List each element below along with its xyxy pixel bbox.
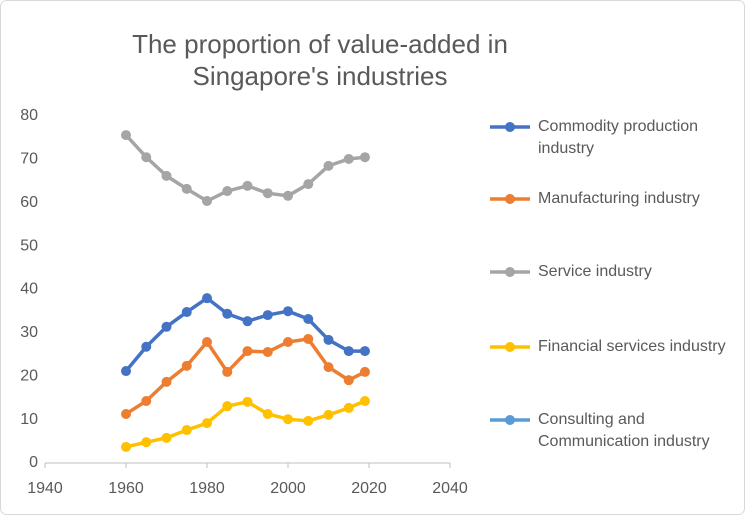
data-point — [161, 170, 172, 181]
data-point — [323, 362, 334, 373]
legend-label: Manufacturing industry — [538, 190, 700, 207]
legend-label: Consulting and Communication industry — [538, 411, 710, 450]
data-point — [242, 396, 253, 407]
x-tick-label: 1960 — [108, 480, 144, 497]
data-point — [222, 401, 233, 412]
data-point — [359, 395, 370, 406]
data-point — [262, 310, 273, 321]
data-point — [283, 306, 293, 317]
data-point — [242, 180, 253, 191]
data-point — [121, 130, 131, 141]
chart-title: The proportion of value-added in Singapo… — [132, 29, 508, 91]
data-point — [323, 334, 334, 345]
x-tick-label: 2020 — [351, 480, 387, 497]
legend-label: Service industry — [538, 263, 652, 280]
data-point — [222, 308, 233, 319]
data-point — [141, 395, 152, 406]
data-point — [202, 336, 212, 347]
x-tick-label: 1940 — [27, 480, 63, 497]
y-tick-label: 20 — [20, 367, 38, 384]
data-point — [141, 437, 152, 448]
data-point — [222, 186, 233, 197]
x-tick-label: 2040 — [432, 480, 468, 497]
data-point — [343, 402, 354, 413]
data-point — [262, 408, 273, 419]
data-point — [202, 293, 212, 304]
y-tick-label: 80 — [20, 107, 38, 124]
legend-marker — [505, 415, 515, 425]
data-point — [161, 321, 172, 332]
y-tick-label: 50 — [20, 237, 38, 254]
data-point — [303, 179, 314, 190]
data-point — [283, 414, 293, 425]
legend-marker — [505, 342, 515, 352]
data-point — [303, 415, 314, 426]
data-point — [323, 409, 334, 420]
data-point — [121, 408, 131, 419]
data-point — [343, 153, 354, 164]
data-point — [359, 366, 370, 377]
data-point — [359, 152, 370, 163]
data-point — [343, 346, 354, 357]
data-point — [141, 341, 152, 352]
legend-label: Commodity production industry — [538, 118, 699, 157]
data-point — [303, 333, 314, 344]
y-tick-label: 10 — [20, 411, 38, 428]
x-tick-label: 2000 — [270, 480, 306, 497]
data-point — [181, 360, 192, 371]
data-point — [323, 160, 334, 171]
legend-marker — [505, 194, 515, 204]
data-point — [121, 441, 131, 452]
legend-label: Financial services industry — [538, 338, 726, 355]
data-point — [242, 316, 253, 327]
data-point — [202, 418, 212, 429]
data-point — [161, 432, 172, 443]
data-point — [181, 183, 192, 194]
data-point — [262, 188, 273, 199]
x-tick-label: 1980 — [189, 480, 225, 497]
data-point — [283, 190, 293, 201]
data-point — [121, 366, 131, 377]
data-point — [141, 152, 152, 163]
data-point — [181, 425, 192, 436]
data-point — [343, 375, 354, 386]
y-tick-label: 60 — [20, 194, 38, 211]
y-tick-label: 70 — [20, 151, 38, 168]
data-point — [359, 346, 370, 357]
data-point — [161, 376, 172, 387]
legend-marker — [505, 122, 515, 132]
data-point — [202, 196, 212, 207]
data-point — [222, 366, 233, 377]
y-tick-label: 40 — [20, 281, 38, 298]
data-point — [181, 307, 192, 318]
legend-marker — [505, 267, 515, 277]
data-point — [283, 336, 293, 347]
y-tick-label: 30 — [20, 324, 38, 341]
data-point — [303, 313, 314, 324]
data-point — [262, 346, 273, 357]
y-tick-label: 0 — [29, 454, 38, 471]
data-point — [242, 346, 253, 357]
